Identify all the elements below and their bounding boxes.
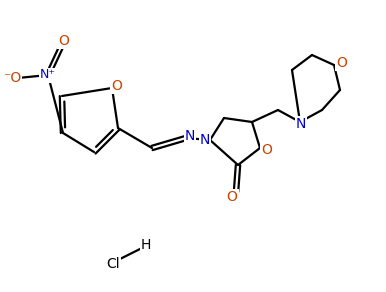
Text: H: H (141, 238, 151, 252)
Text: Cl: Cl (106, 257, 120, 271)
Text: N⁺: N⁺ (40, 69, 56, 81)
Text: O: O (227, 190, 237, 204)
Text: O: O (262, 143, 273, 157)
Text: N: N (185, 129, 195, 143)
Text: N: N (200, 133, 210, 147)
Text: O: O (59, 34, 69, 48)
Text: ⁻O: ⁻O (3, 71, 21, 85)
Text: O: O (112, 79, 122, 93)
Text: N: N (296, 117, 306, 131)
Text: O: O (337, 56, 347, 70)
